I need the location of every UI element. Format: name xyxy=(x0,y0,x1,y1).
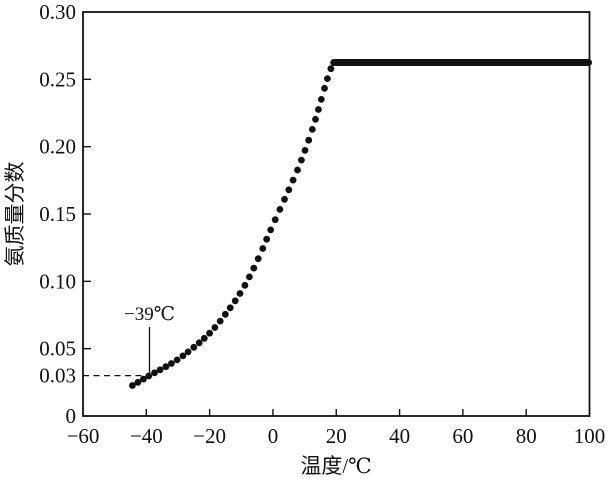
data-point xyxy=(184,348,192,356)
data-point xyxy=(250,264,258,272)
data-point xyxy=(254,255,262,263)
data-point xyxy=(236,290,244,297)
data-point xyxy=(324,75,331,82)
data-point xyxy=(281,195,288,203)
x-tick-label: 0 xyxy=(268,424,279,448)
data-point xyxy=(216,317,224,325)
data-point xyxy=(140,375,147,383)
data-point xyxy=(259,245,267,252)
data-point xyxy=(294,166,301,174)
data-point xyxy=(190,343,198,351)
data-point xyxy=(156,366,164,374)
x-tick-label: 20 xyxy=(326,424,347,448)
y-tick-label: 0.15 xyxy=(39,202,76,226)
x-tick-label: −60 xyxy=(67,424,100,448)
data-series-dots xyxy=(129,65,335,389)
data-point xyxy=(246,273,253,281)
data-point xyxy=(162,363,170,371)
data-point xyxy=(226,304,234,312)
x-tick-label: 40 xyxy=(389,424,410,448)
data-point xyxy=(267,226,275,234)
x-axis-title: 温度/℃ xyxy=(300,454,371,478)
x-tick-label: 100 xyxy=(574,424,606,448)
data-point xyxy=(263,235,271,243)
data-point xyxy=(308,125,316,133)
x-tick-label: 60 xyxy=(452,424,473,448)
data-point xyxy=(327,65,335,73)
y-tick-label: 0.30 xyxy=(39,0,76,24)
data-point xyxy=(298,156,305,164)
data-point xyxy=(211,324,219,331)
y-tick-label: 0 xyxy=(66,404,77,428)
data-point xyxy=(134,378,142,386)
data-point xyxy=(289,176,297,184)
data-point xyxy=(145,372,153,380)
y-tick-label: 0.20 xyxy=(39,135,76,159)
data-point xyxy=(276,206,284,213)
data-point xyxy=(221,310,229,318)
data-point xyxy=(179,352,187,360)
data-point xyxy=(271,216,279,224)
x-tick-label: −40 xyxy=(130,424,163,448)
data-point xyxy=(206,329,214,337)
data-point xyxy=(315,106,322,113)
data-point xyxy=(151,369,158,377)
data-point xyxy=(305,136,313,144)
y-tick-label: 0.25 xyxy=(39,67,76,91)
data-point xyxy=(285,186,293,194)
x-tick-label: −20 xyxy=(193,424,226,448)
data-point xyxy=(195,339,203,347)
data-point xyxy=(321,84,328,92)
axis-tick-labels: −60 −40 −20 0 20 40 60 80 100 0 0.05 0.10 0.15 0.20 0.… xyxy=(39,0,605,448)
axis-ticks xyxy=(83,78,527,416)
data-point xyxy=(301,147,309,154)
data-point xyxy=(173,356,181,364)
data-point xyxy=(200,334,208,342)
y-tick-label: 0.05 xyxy=(39,337,76,361)
data-point xyxy=(317,96,325,103)
data-point xyxy=(231,297,239,305)
x-tick-label: 80 xyxy=(516,424,537,448)
plot-frame xyxy=(82,11,591,417)
annotation-text: −39℃ xyxy=(124,304,175,325)
y-axis-title: 氨质量分数 xyxy=(3,162,27,267)
y-reference-label: 0.03 xyxy=(39,364,76,388)
data-point xyxy=(129,382,136,389)
data-point xyxy=(241,281,249,289)
y-tick-label: 0.10 xyxy=(39,269,76,293)
data-point xyxy=(312,115,319,123)
data-point xyxy=(168,360,175,367)
